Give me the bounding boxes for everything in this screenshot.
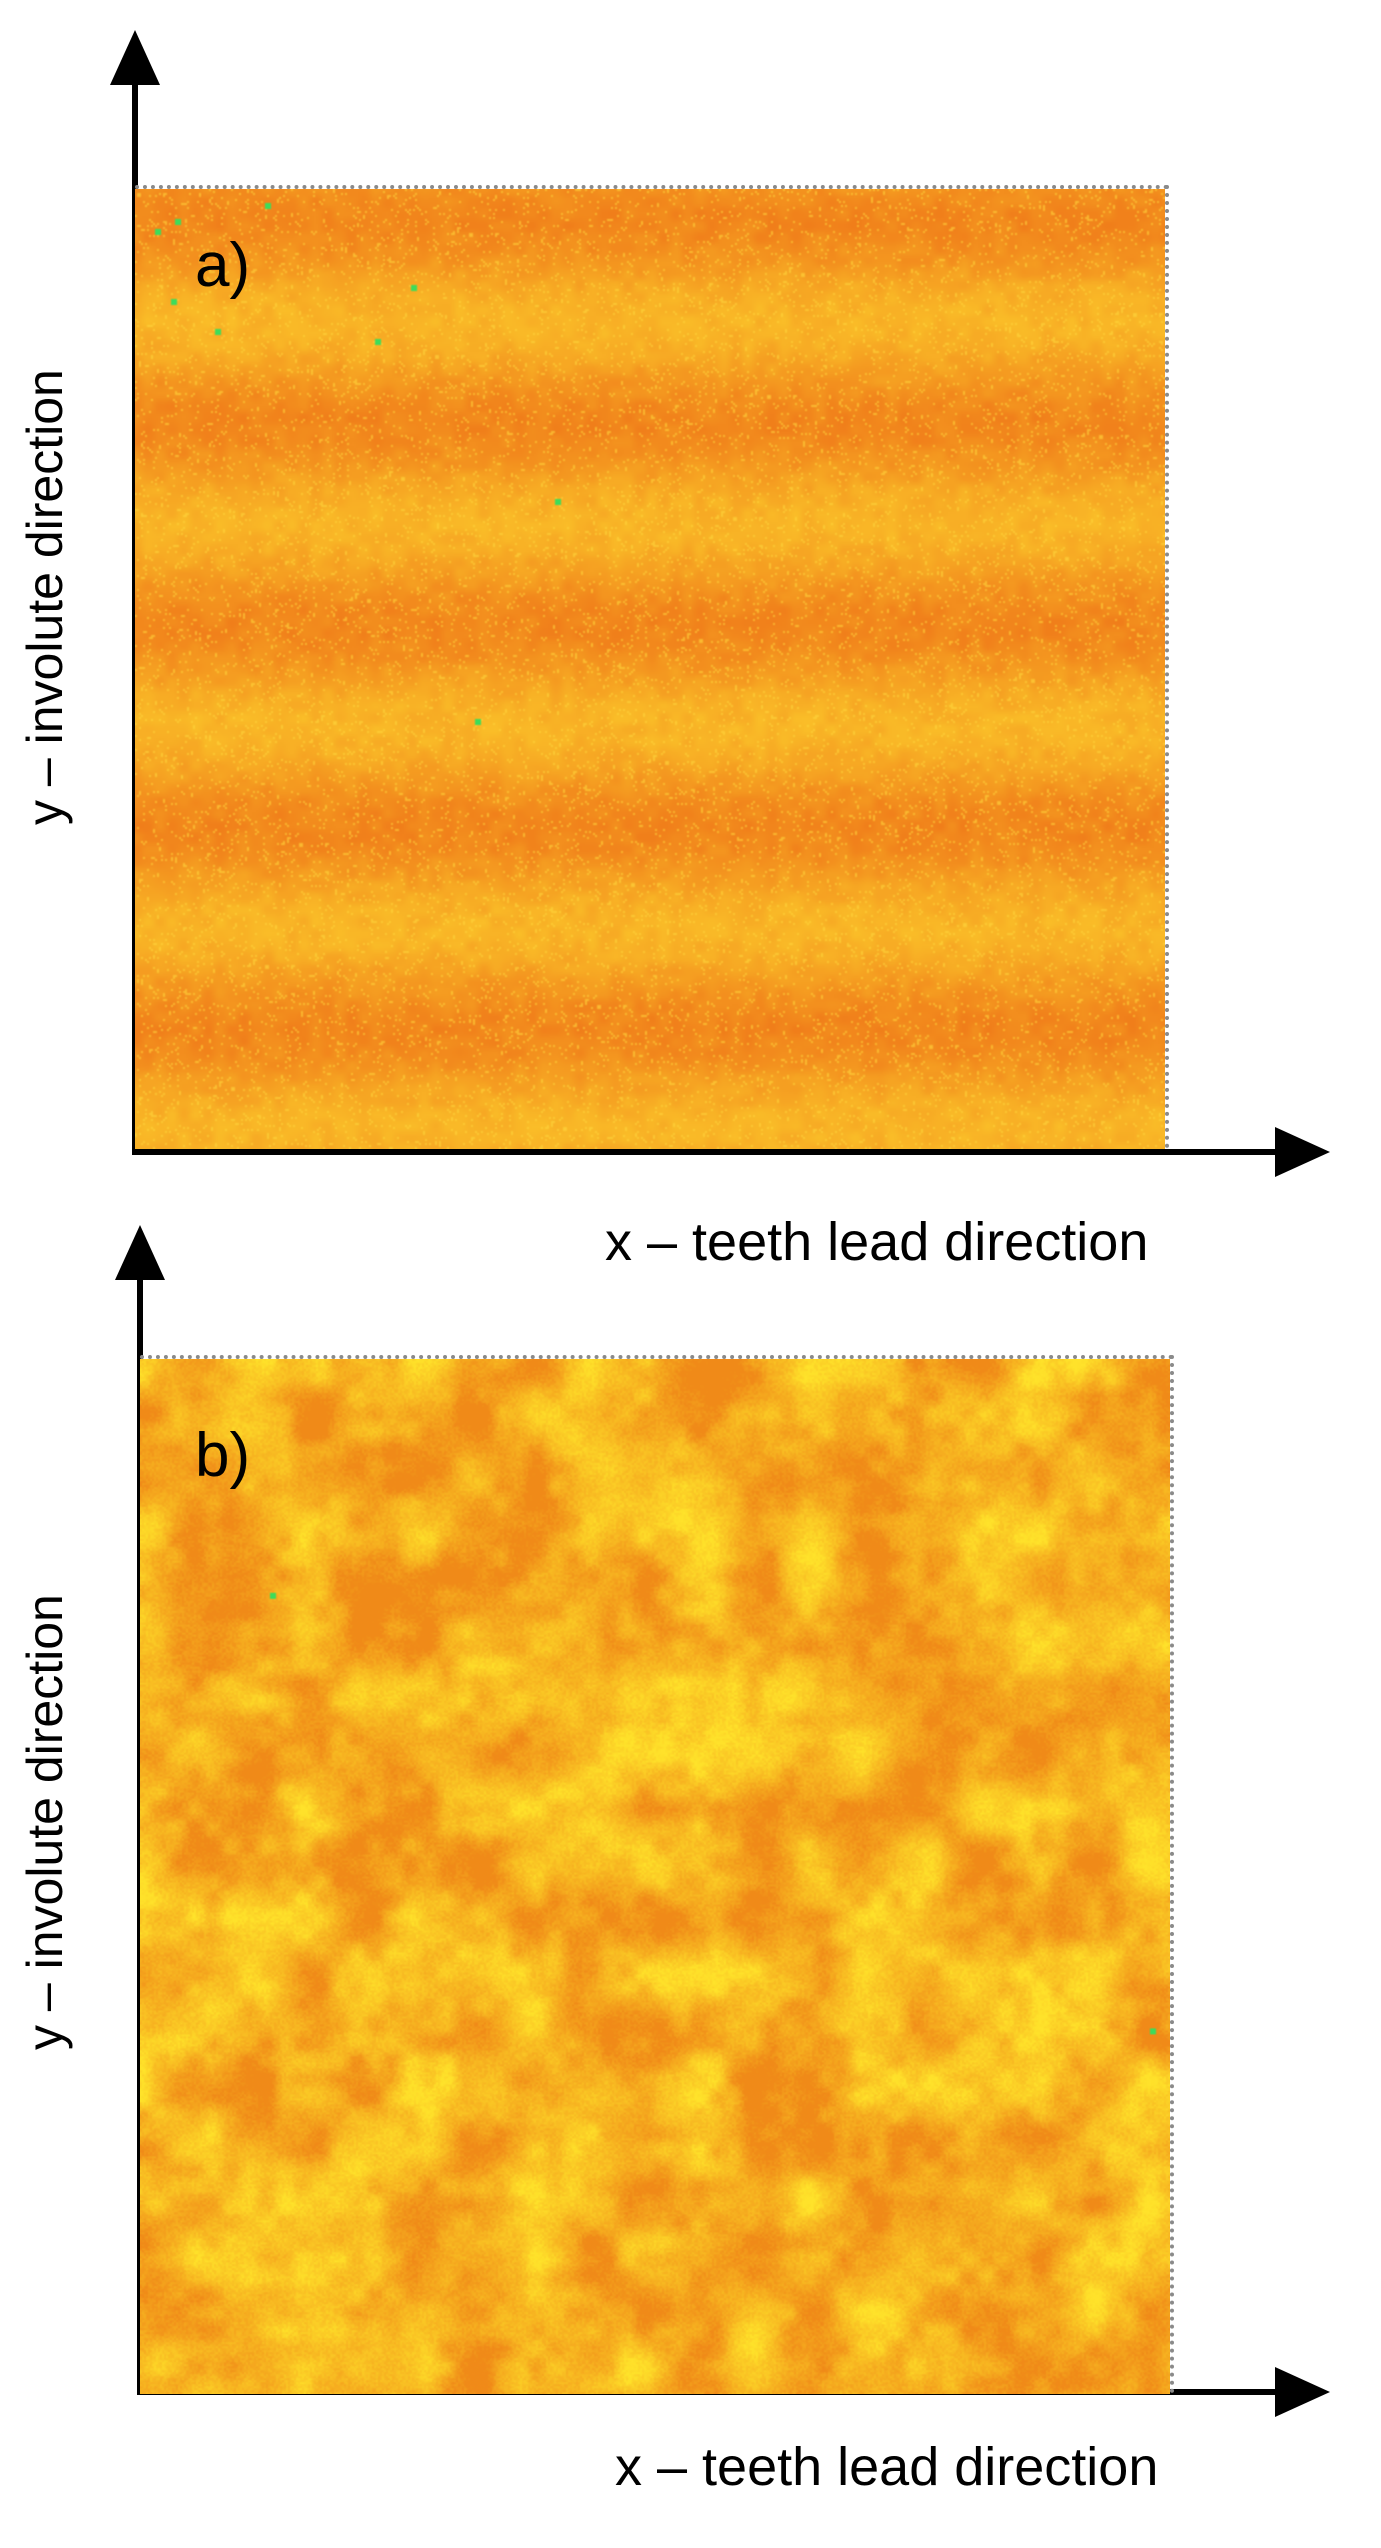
panel-a-x-arrow bbox=[1275, 1127, 1330, 1177]
panel-b-surface-map bbox=[140, 1355, 1174, 2394]
panel-b-x-arrow bbox=[1275, 2367, 1330, 2417]
panel-b-y-arrow bbox=[115, 1225, 165, 1280]
panel-b-heatmap bbox=[140, 1359, 1170, 2394]
panel-a-y-axis-label: y – involute direction bbox=[17, 369, 73, 825]
panel-a-y-arrow bbox=[110, 30, 160, 85]
panel-b-label: b) bbox=[195, 1421, 251, 1490]
panel-a-heatmap bbox=[135, 189, 1165, 1149]
panel-a-label: a) bbox=[195, 231, 251, 300]
panel-a-x-axis-label: x – teeth lead direction bbox=[605, 1212, 1149, 1272]
panel-a-surface-map bbox=[135, 185, 1169, 1149]
panel-b-x-axis-label: x – teeth lead direction bbox=[615, 2437, 1159, 2497]
panel-b-y-axis-label: y – involute direction bbox=[17, 1594, 73, 2050]
